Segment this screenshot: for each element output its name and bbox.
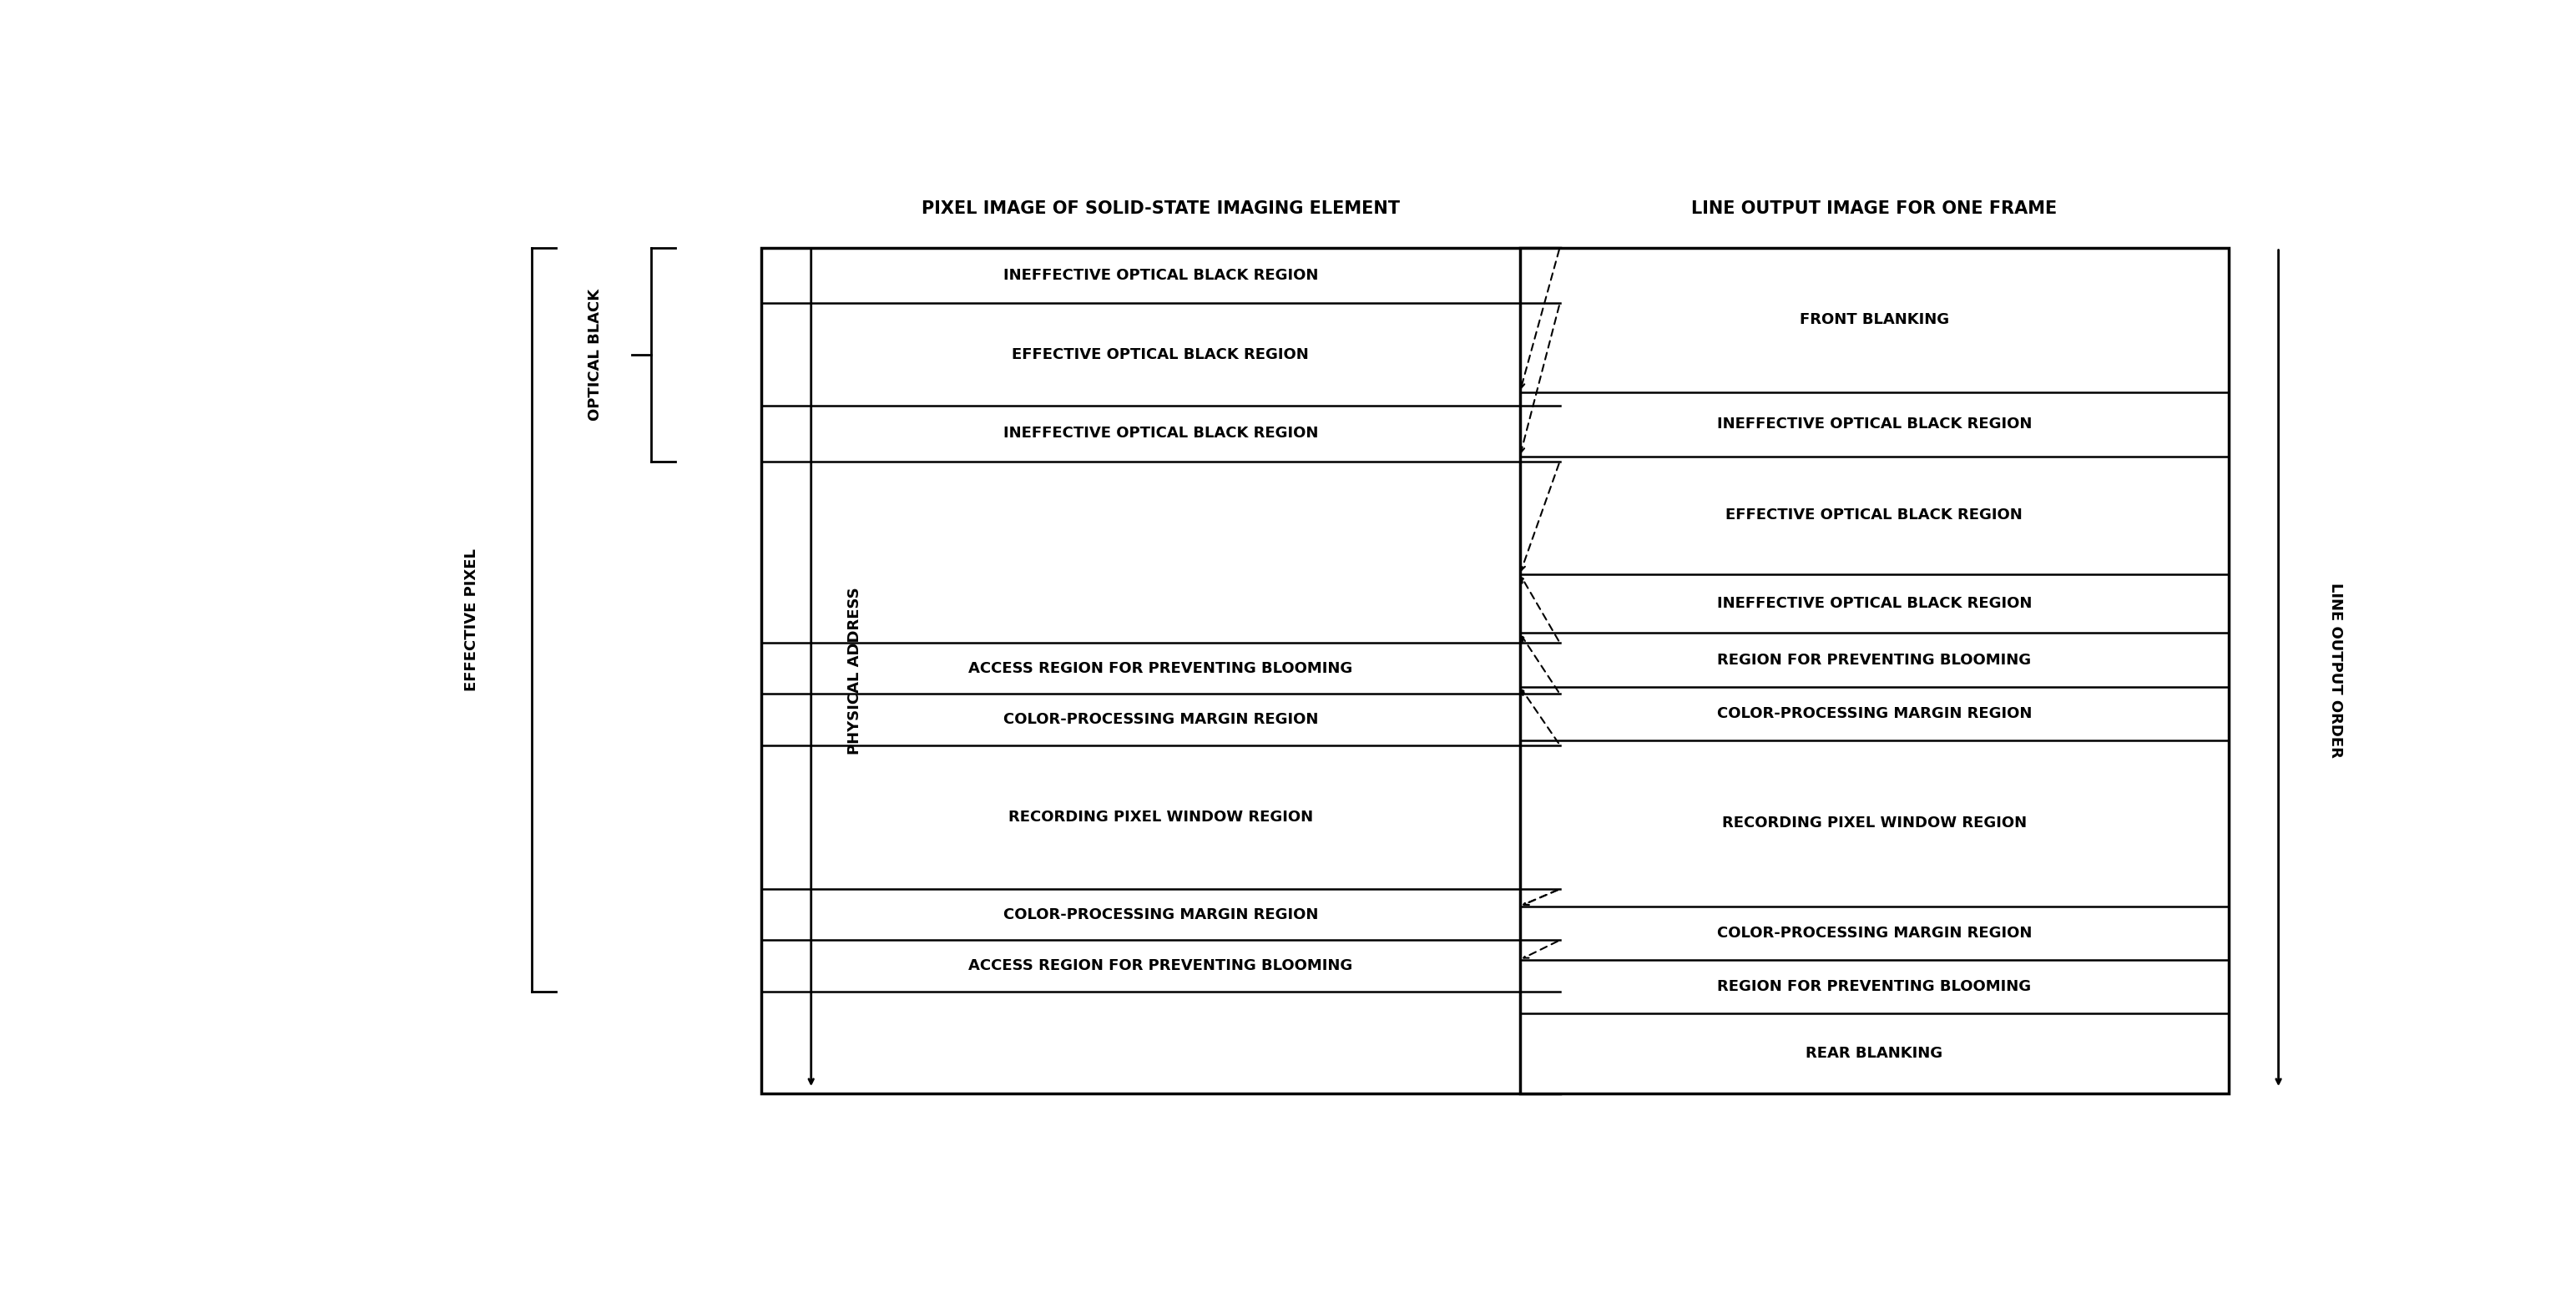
Text: COLOR-PROCESSING MARGIN REGION: COLOR-PROCESSING MARGIN REGION [1716, 706, 2032, 721]
Text: INEFFECTIVE OPTICAL BLACK REGION: INEFFECTIVE OPTICAL BLACK REGION [1716, 417, 2032, 432]
Text: LINE OUTPUT ORDER: LINE OUTPUT ORDER [2329, 583, 2344, 759]
Bar [762, 247, 1561, 1093]
Text: REAR BLANKING: REAR BLANKING [1806, 1046, 1942, 1061]
Text: COLOR-PROCESSING MARGIN REGION: COLOR-PROCESSING MARGIN REGION [1002, 908, 1319, 922]
Text: EFFECTIVE OPTICAL BLACK REGION: EFFECTIVE OPTICAL BLACK REGION [1012, 347, 1309, 362]
Text: OPTICAL BLACK: OPTICAL BLACK [587, 289, 603, 420]
Text: LINE OUTPUT IMAGE FOR ONE FRAME: LINE OUTPUT IMAGE FOR ONE FRAME [1692, 200, 2058, 217]
Text: ACCESS REGION FOR PREVENTING BLOOMING: ACCESS REGION FOR PREVENTING BLOOMING [969, 959, 1352, 973]
Text: EFFECTIVE PIXEL: EFFECTIVE PIXEL [464, 548, 479, 691]
Text: REGION FOR PREVENTING BLOOMING: REGION FOR PREVENTING BLOOMING [1718, 653, 2032, 667]
Bar [1520, 247, 2228, 1093]
Text: INEFFECTIVE OPTICAL BLACK REGION: INEFFECTIVE OPTICAL BLACK REGION [1716, 596, 2032, 611]
Text: EFFECTIVE OPTICAL BLACK REGION: EFFECTIVE OPTICAL BLACK REGION [1726, 508, 2022, 523]
Text: ACCESS REGION FOR PREVENTING BLOOMING: ACCESS REGION FOR PREVENTING BLOOMING [969, 661, 1352, 676]
Text: PIXEL IMAGE OF SOLID-STATE IMAGING ELEMENT: PIXEL IMAGE OF SOLID-STATE IMAGING ELEME… [922, 200, 1399, 217]
Text: REGION FOR PREVENTING BLOOMING: REGION FOR PREVENTING BLOOMING [1718, 978, 2032, 994]
Text: RECORDING PIXEL WINDOW REGION: RECORDING PIXEL WINDOW REGION [1721, 816, 2027, 831]
Text: INEFFECTIVE OPTICAL BLACK REGION: INEFFECTIVE OPTICAL BLACK REGION [1002, 268, 1319, 283]
Text: COLOR-PROCESSING MARGIN REGION: COLOR-PROCESSING MARGIN REGION [1002, 712, 1319, 727]
Text: PHYSICAL ADDRESS: PHYSICAL ADDRESS [848, 587, 863, 755]
Text: INEFFECTIVE OPTICAL BLACK REGION: INEFFECTIVE OPTICAL BLACK REGION [1002, 426, 1319, 441]
Text: FRONT BLANKING: FRONT BLANKING [1801, 313, 1950, 327]
Text: RECORDING PIXEL WINDOW REGION: RECORDING PIXEL WINDOW REGION [1007, 810, 1314, 824]
Text: COLOR-PROCESSING MARGIN REGION: COLOR-PROCESSING MARGIN REGION [1716, 926, 2032, 940]
